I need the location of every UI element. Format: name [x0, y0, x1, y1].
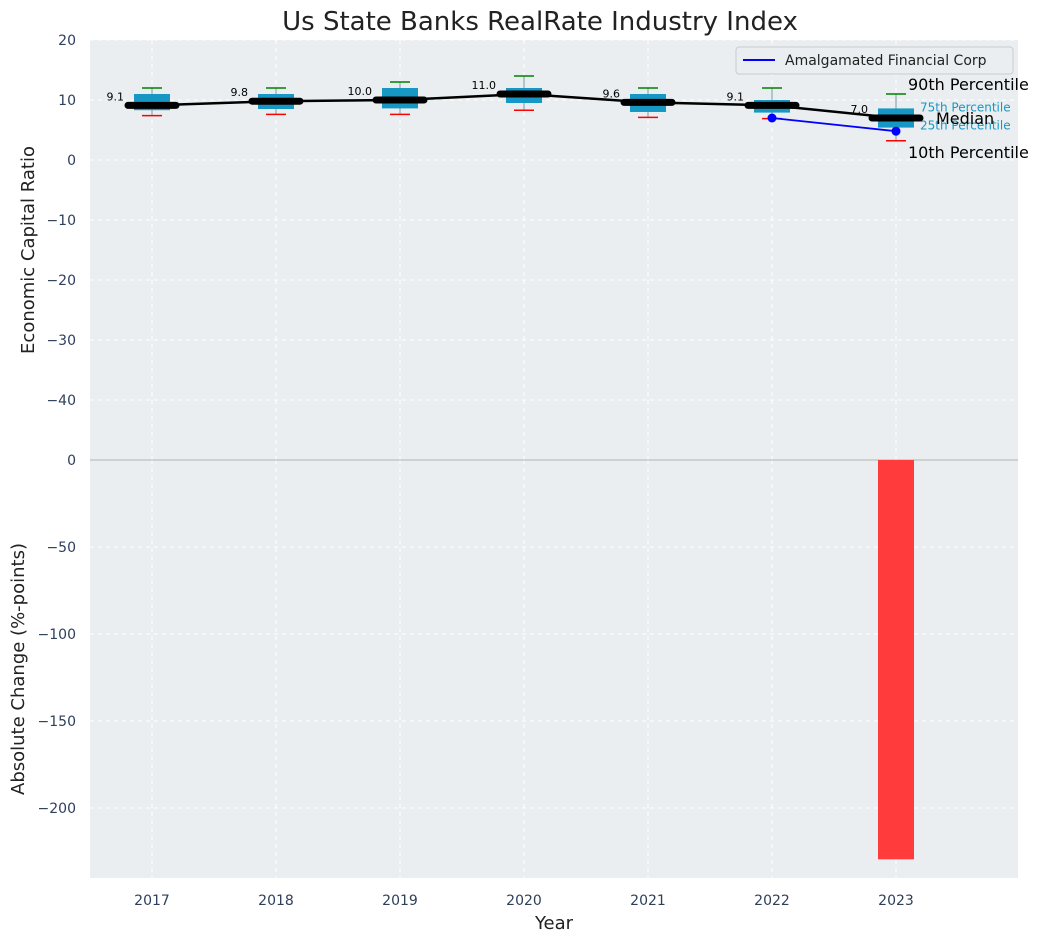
annotation-median: Median	[936, 109, 994, 128]
top-y-tick-label: 0	[67, 153, 76, 169]
x-tick-label: 2020	[506, 893, 542, 909]
x-tick-label: 2023	[878, 893, 914, 909]
bottom-y-tick-label: −50	[46, 540, 76, 556]
x-tick-label: 2021	[630, 893, 666, 909]
top-panel-grid	[90, 39, 1018, 460]
x-tick-label: 2019	[382, 893, 418, 909]
company-series-point	[767, 113, 777, 123]
change-bar	[878, 460, 914, 860]
top-y-tick-label: −30	[46, 333, 76, 349]
company-series-group	[767, 113, 901, 136]
bottom-y-tick-label: 0	[67, 453, 76, 469]
median-data-label: 9.1	[727, 90, 745, 103]
legend-label: Amalgamated Financial Corp	[785, 53, 987, 69]
x-tick-label: 2022	[754, 893, 790, 909]
bottom-panel-grid	[90, 460, 1018, 878]
median-trend-group	[151, 92, 897, 120]
chart-title: Us State Banks RealRate Industry Index	[282, 7, 798, 37]
change-bars-group	[878, 460, 914, 860]
top-y-tick-label: −40	[46, 393, 76, 409]
legend: Amalgamated Financial Corp	[735, 46, 1014, 75]
x-axis-ticks: 2017 2018 2019 2020 2021 2022 2023	[134, 893, 914, 909]
bottom-panel-y-ticks: 0 −50 −100 −150 −200	[38, 453, 76, 817]
percentile-annotations: 90th Percentile 75th Percentile 25th Perce…	[908, 75, 1029, 162]
top-y-tick-label: −10	[46, 213, 76, 229]
bottom-y-axis-label: Absolute Change (%-points)	[8, 543, 29, 795]
bottom-y-tick-label: −150	[38, 714, 76, 730]
bottom-y-tick-label: −100	[38, 627, 76, 643]
top-panel-y-ticks: 20 10 0 −10 −20 −30 −40	[46, 33, 76, 409]
x-tick-label: 2018	[258, 893, 294, 909]
x-tick-label: 2017	[134, 893, 170, 909]
median-data-label: 9.1	[107, 90, 125, 103]
legend-box	[735, 46, 1014, 75]
company-series-line	[771, 117, 897, 133]
annotation-p75: 75th Percentile	[920, 100, 1011, 114]
company-series-point	[891, 126, 901, 136]
annotation-p25: 25th Percentile	[920, 119, 1011, 133]
median-trend-line	[151, 92, 897, 120]
bottom-y-tick-label: −200	[38, 801, 76, 817]
top-y-axis-label: Economic Capital Ratio	[18, 146, 39, 354]
top-y-tick-label: 20	[58, 33, 76, 49]
annotation-p10: 10th Percentile	[908, 143, 1029, 162]
median-data-label: 9.8	[231, 86, 249, 99]
median-data-label: 11.0	[472, 79, 497, 92]
median-data-label: 9.6	[603, 87, 621, 100]
top-y-tick-label: 10	[58, 93, 76, 109]
top-panel-background	[90, 40, 1018, 460]
top-y-tick-label: −20	[46, 273, 76, 289]
x-axis-label: Year	[534, 913, 574, 934]
median-data-label: 10.0	[348, 85, 373, 98]
annotation-p90: 90th Percentile	[908, 75, 1029, 94]
